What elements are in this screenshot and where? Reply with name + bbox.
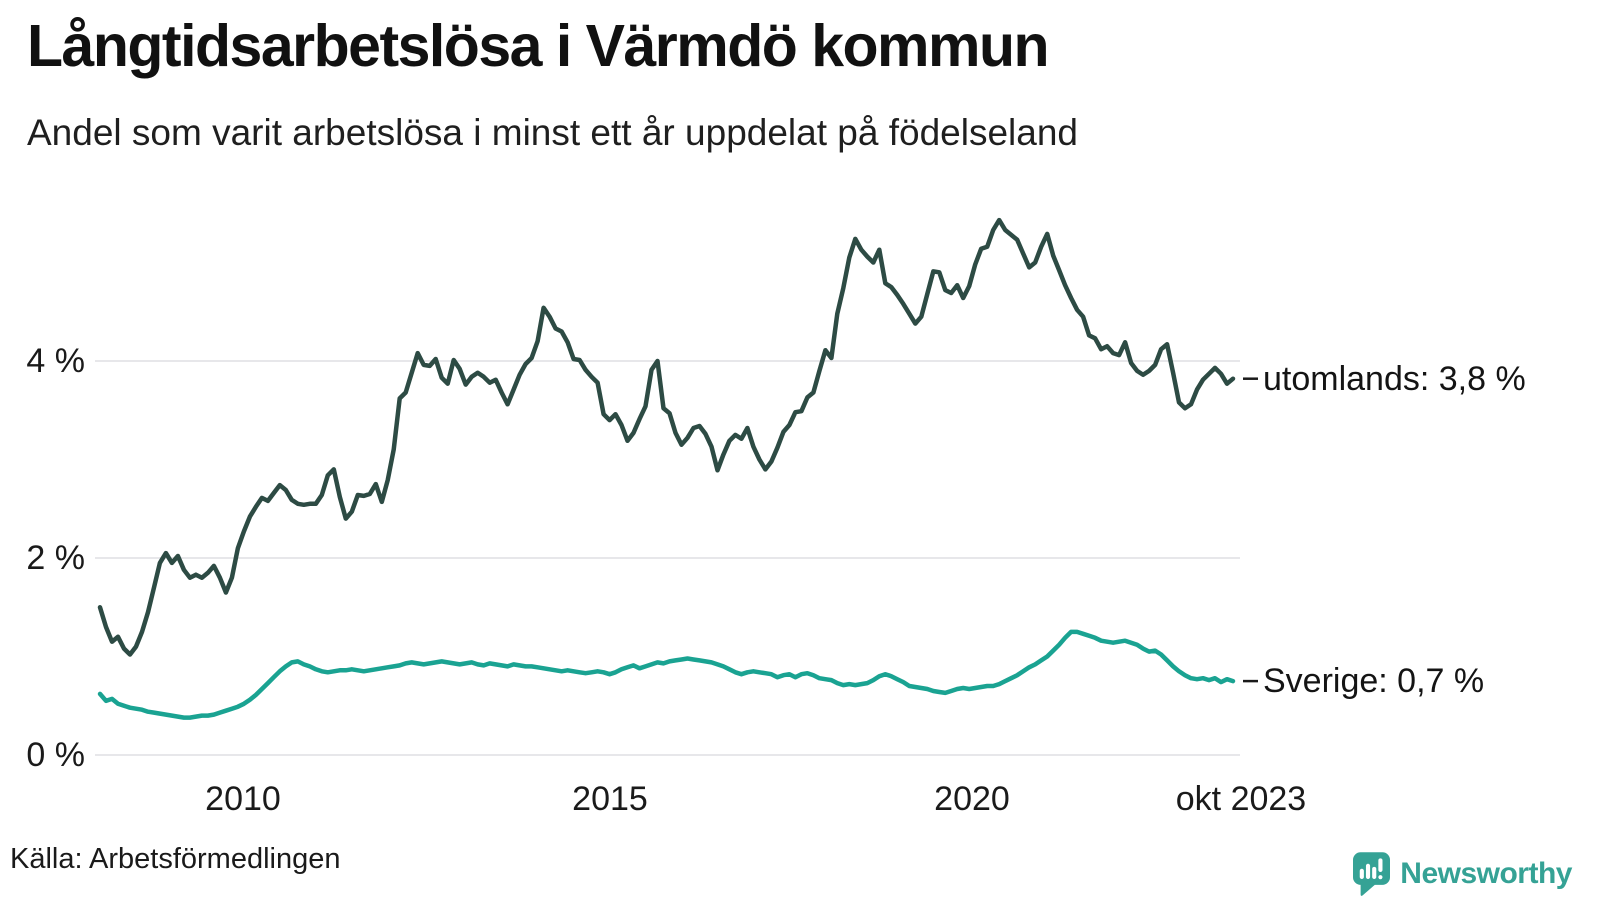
x-axis-tick-okt-2023: okt 2023 [1175,780,1307,818]
newsworthy-speech-bubble-icon [1353,852,1391,896]
page-title: Långtidsarbetslösa i Värmdö kommun [27,13,1050,79]
y-axis-tick-0: 0 % [26,736,85,774]
newsworthy-logo-text: Newsworthy [1400,857,1572,890]
series-line-utomlands [97,217,1236,657]
series-end-label-sverige: Sverige: 0,7 % [1263,662,1485,700]
y-axis-tick-2: 2 % [26,539,85,577]
series-line-sverige [97,629,1236,720]
newsworthy-logo: Newsworthy [1353,852,1572,896]
series-end-label-utomlands: utomlands: 3,8 % [1263,360,1526,398]
x-axis-tick-2010: 2010 [205,780,281,818]
y-axis-tick-4: 4 % [26,342,85,380]
page-subtitle: Andel som varit arbetslösa i minst ett å… [27,112,1078,153]
x-axis-tick-2015: 2015 [572,780,648,818]
source-attribution: Källa: Arbetsförmedlingen [10,843,341,875]
x-axis-tick-2020: 2020 [934,780,1010,818]
